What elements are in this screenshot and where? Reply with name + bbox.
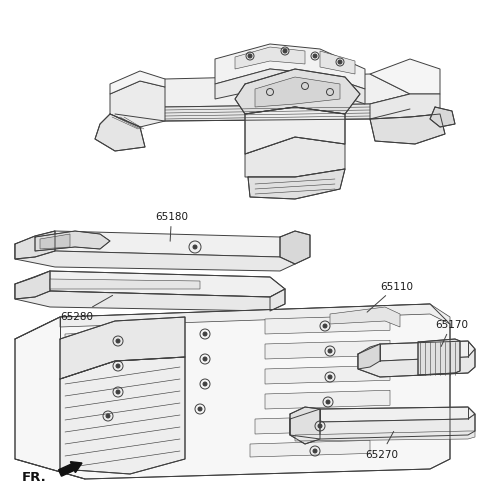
Polygon shape bbox=[15, 285, 285, 312]
Polygon shape bbox=[330, 308, 400, 327]
Polygon shape bbox=[65, 431, 145, 445]
Polygon shape bbox=[15, 244, 295, 272]
Text: 65280: 65280 bbox=[60, 296, 113, 321]
Polygon shape bbox=[50, 280, 200, 290]
Polygon shape bbox=[115, 75, 410, 108]
Polygon shape bbox=[15, 272, 50, 300]
Polygon shape bbox=[15, 231, 55, 260]
Polygon shape bbox=[280, 231, 310, 265]
Polygon shape bbox=[418, 339, 460, 375]
Polygon shape bbox=[250, 440, 370, 457]
Text: FR.: FR. bbox=[22, 470, 47, 483]
Text: 65270: 65270 bbox=[365, 431, 398, 459]
Polygon shape bbox=[15, 272, 285, 298]
Circle shape bbox=[203, 332, 207, 336]
Polygon shape bbox=[40, 234, 70, 249]
Polygon shape bbox=[358, 349, 475, 377]
Polygon shape bbox=[65, 406, 155, 421]
Polygon shape bbox=[290, 407, 475, 422]
Polygon shape bbox=[265, 341, 390, 359]
Circle shape bbox=[193, 245, 197, 249]
Polygon shape bbox=[35, 231, 110, 252]
Circle shape bbox=[116, 339, 120, 343]
Polygon shape bbox=[265, 390, 390, 409]
Polygon shape bbox=[265, 366, 390, 384]
Circle shape bbox=[116, 364, 120, 368]
Polygon shape bbox=[295, 431, 475, 441]
Circle shape bbox=[203, 382, 207, 386]
Polygon shape bbox=[358, 344, 380, 369]
Polygon shape bbox=[370, 115, 445, 145]
Polygon shape bbox=[215, 45, 365, 90]
Text: 65180: 65180 bbox=[155, 211, 188, 242]
Polygon shape bbox=[265, 316, 390, 334]
Polygon shape bbox=[370, 95, 440, 120]
Polygon shape bbox=[15, 305, 450, 479]
Polygon shape bbox=[65, 330, 165, 347]
Circle shape bbox=[323, 324, 327, 328]
Text: 65170: 65170 bbox=[435, 319, 468, 347]
FancyArrow shape bbox=[59, 462, 82, 476]
Polygon shape bbox=[430, 108, 455, 128]
Polygon shape bbox=[235, 48, 305, 70]
Circle shape bbox=[198, 407, 202, 411]
Polygon shape bbox=[60, 357, 185, 474]
Polygon shape bbox=[245, 138, 345, 178]
Polygon shape bbox=[215, 70, 365, 105]
Polygon shape bbox=[245, 108, 345, 155]
Polygon shape bbox=[255, 415, 380, 434]
Circle shape bbox=[313, 449, 317, 453]
Polygon shape bbox=[248, 170, 345, 199]
Polygon shape bbox=[370, 60, 440, 95]
Polygon shape bbox=[60, 317, 185, 379]
Polygon shape bbox=[15, 231, 295, 258]
Circle shape bbox=[283, 50, 287, 54]
Circle shape bbox=[203, 357, 207, 361]
Circle shape bbox=[328, 349, 332, 353]
Polygon shape bbox=[290, 407, 320, 444]
Circle shape bbox=[116, 390, 120, 394]
Text: 65110: 65110 bbox=[367, 282, 413, 313]
Polygon shape bbox=[290, 414, 475, 439]
Polygon shape bbox=[65, 380, 165, 397]
Polygon shape bbox=[110, 72, 165, 95]
Polygon shape bbox=[358, 341, 475, 361]
Circle shape bbox=[338, 61, 342, 65]
Polygon shape bbox=[65, 355, 165, 371]
Polygon shape bbox=[320, 52, 355, 75]
Polygon shape bbox=[255, 78, 340, 108]
Polygon shape bbox=[60, 305, 450, 327]
Circle shape bbox=[326, 400, 330, 404]
Circle shape bbox=[328, 375, 332, 379]
Polygon shape bbox=[235, 70, 360, 115]
Polygon shape bbox=[115, 95, 410, 122]
Polygon shape bbox=[110, 82, 165, 128]
Circle shape bbox=[313, 55, 317, 59]
Circle shape bbox=[106, 414, 110, 418]
Circle shape bbox=[318, 424, 322, 428]
Polygon shape bbox=[95, 115, 145, 152]
Circle shape bbox=[248, 55, 252, 59]
Text: 65130B: 65130B bbox=[0, 500, 1, 501]
